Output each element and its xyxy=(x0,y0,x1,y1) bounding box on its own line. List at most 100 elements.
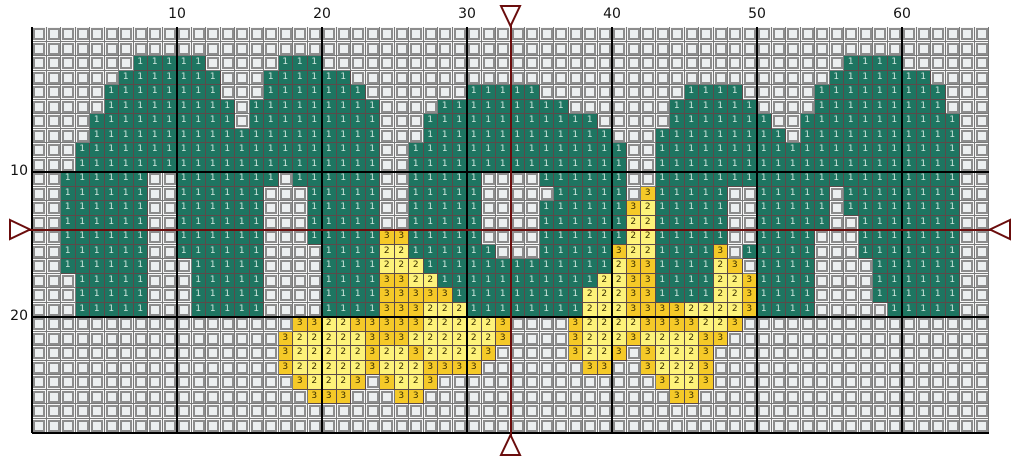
grid-cell-dark-yellow[interactable]: 3 xyxy=(394,317,409,332)
grid-cell-green[interactable]: 1 xyxy=(467,273,482,288)
grid-cell-dark-yellow[interactable]: 3 xyxy=(394,288,409,303)
grid-cell-green[interactable]: 1 xyxy=(583,186,598,201)
grid-cell-empty[interactable] xyxy=(945,56,960,71)
grid-cell-green[interactable]: 1 xyxy=(148,85,163,100)
grid-cell-empty[interactable] xyxy=(641,143,656,158)
grid-cell-empty[interactable] xyxy=(162,215,177,230)
grid-cell-green[interactable]: 1 xyxy=(684,186,699,201)
grid-cell-light-yellow[interactable]: 2 xyxy=(684,375,699,390)
grid-cell-green[interactable]: 1 xyxy=(916,85,931,100)
grid-cell-green[interactable]: 1 xyxy=(351,259,366,274)
grid-cell-green[interactable]: 1 xyxy=(510,157,525,172)
grid-cell-light-yellow[interactable]: 2 xyxy=(684,346,699,361)
grid-cell-green[interactable]: 1 xyxy=(119,201,134,216)
grid-cell-empty[interactable] xyxy=(481,360,496,375)
grid-cell-green[interactable]: 1 xyxy=(945,201,960,216)
grid-cell-green[interactable]: 1 xyxy=(539,172,554,187)
grid-cell-green[interactable]: 1 xyxy=(133,128,148,143)
grid-cell-green[interactable]: 1 xyxy=(322,85,337,100)
grid-cell-empty[interactable] xyxy=(249,56,264,71)
grid-cell-light-yellow[interactable]: 2 xyxy=(684,360,699,375)
grid-cell-empty[interactable] xyxy=(844,215,859,230)
grid-cell-empty[interactable] xyxy=(307,404,322,419)
grid-cell-green[interactable]: 1 xyxy=(336,99,351,114)
grid-cell-empty[interactable] xyxy=(423,27,438,42)
grid-cell-empty[interactable] xyxy=(220,70,235,85)
grid-cell-dark-yellow[interactable]: 3 xyxy=(423,288,438,303)
grid-cell-empty[interactable] xyxy=(525,27,540,42)
grid-cell-green[interactable]: 1 xyxy=(322,259,337,274)
grid-cell-empty[interactable] xyxy=(699,418,714,433)
grid-cell-empty[interactable] xyxy=(220,360,235,375)
grid-cell-empty[interactable] xyxy=(916,56,931,71)
grid-cell-empty[interactable] xyxy=(655,418,670,433)
grid-cell-green[interactable]: 1 xyxy=(104,259,119,274)
grid-cell-light-yellow[interactable]: 2 xyxy=(670,360,685,375)
grid-cell-green[interactable]: 1 xyxy=(206,128,221,143)
grid-cell-empty[interactable] xyxy=(815,230,830,245)
grid-cell-empty[interactable] xyxy=(496,41,511,56)
grid-cell-green[interactable]: 1 xyxy=(90,215,105,230)
grid-cell-green[interactable]: 1 xyxy=(75,157,90,172)
grid-cell-dark-yellow[interactable]: 3 xyxy=(438,360,453,375)
grid-cell-empty[interactable] xyxy=(612,27,627,42)
grid-cell-light-yellow[interactable]: 2 xyxy=(423,346,438,361)
grid-cell-green[interactable]: 1 xyxy=(815,114,830,129)
grid-cell-empty[interactable] xyxy=(960,201,975,216)
grid-cell-green[interactable]: 1 xyxy=(945,143,960,158)
grid-cell-green[interactable]: 1 xyxy=(887,70,902,85)
grid-cell-empty[interactable] xyxy=(757,346,772,361)
grid-cell-green[interactable]: 1 xyxy=(148,56,163,71)
grid-cell-green[interactable]: 1 xyxy=(873,99,888,114)
grid-cell-green[interactable]: 1 xyxy=(583,128,598,143)
grid-cell-empty[interactable] xyxy=(728,215,743,230)
grid-cell-light-yellow[interactable]: 2 xyxy=(583,331,598,346)
grid-cell-empty[interactable] xyxy=(293,259,308,274)
grid-cell-light-yellow[interactable]: 2 xyxy=(409,360,424,375)
grid-cell-empty[interactable] xyxy=(220,346,235,361)
grid-cell-empty[interactable] xyxy=(525,317,540,332)
grid-cell-light-yellow[interactable]: 2 xyxy=(293,346,308,361)
grid-cell-empty[interactable] xyxy=(568,70,583,85)
grid-cell-empty[interactable] xyxy=(119,317,134,332)
grid-cell-empty[interactable] xyxy=(728,346,743,361)
grid-cell-empty[interactable] xyxy=(641,375,656,390)
grid-cell-empty[interactable] xyxy=(525,56,540,71)
grid-cell-green[interactable]: 1 xyxy=(148,99,163,114)
grid-cell-green[interactable]: 1 xyxy=(699,230,714,245)
grid-cell-empty[interactable] xyxy=(394,41,409,56)
grid-cell-empty[interactable] xyxy=(148,302,163,317)
grid-cell-empty[interactable] xyxy=(786,317,801,332)
grid-cell-green[interactable]: 1 xyxy=(815,172,830,187)
grid-cell-empty[interactable] xyxy=(568,27,583,42)
grid-cell-green[interactable]: 1 xyxy=(786,143,801,158)
grid-cell-empty[interactable] xyxy=(539,346,554,361)
grid-cell-empty[interactable] xyxy=(844,41,859,56)
grid-cell-green[interactable]: 1 xyxy=(249,128,264,143)
grid-cell-dark-yellow[interactable]: 3 xyxy=(641,186,656,201)
grid-cell-green[interactable]: 1 xyxy=(365,114,380,129)
grid-cell-empty[interactable] xyxy=(554,404,569,419)
grid-cell-dark-yellow[interactable]: 3 xyxy=(380,302,395,317)
grid-cell-green[interactable]: 1 xyxy=(728,143,743,158)
grid-cell-empty[interactable] xyxy=(858,317,873,332)
grid-cell-empty[interactable] xyxy=(931,70,946,85)
grid-cell-empty[interactable] xyxy=(148,186,163,201)
grid-cell-empty[interactable] xyxy=(525,230,540,245)
grid-cell-empty[interactable] xyxy=(626,143,641,158)
grid-cell-green[interactable]: 1 xyxy=(351,172,366,187)
grid-cell-empty[interactable] xyxy=(380,99,395,114)
grid-cell-empty[interactable] xyxy=(119,375,134,390)
grid-cell-dark-yellow[interactable]: 3 xyxy=(670,317,685,332)
grid-cell-green[interactable]: 1 xyxy=(568,172,583,187)
grid-cell-dark-yellow[interactable]: 3 xyxy=(597,360,612,375)
grid-cell-green[interactable]: 1 xyxy=(119,114,134,129)
grid-cell-empty[interactable] xyxy=(670,41,685,56)
grid-cell-empty[interactable] xyxy=(641,56,656,71)
grid-cell-empty[interactable] xyxy=(742,201,757,216)
grid-cell-green[interactable]: 1 xyxy=(235,128,250,143)
grid-cell-empty[interactable] xyxy=(452,389,467,404)
grid-cell-green[interactable]: 1 xyxy=(931,273,946,288)
grid-cell-green[interactable]: 1 xyxy=(264,114,279,129)
grid-cell-empty[interactable] xyxy=(264,201,279,216)
